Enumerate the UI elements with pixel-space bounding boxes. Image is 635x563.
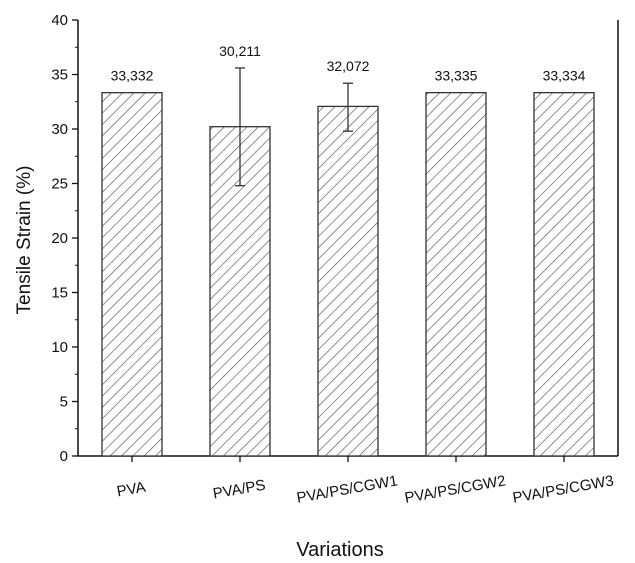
- x-tick-label: PVA: [116, 479, 147, 501]
- bar: [101, 92, 163, 457]
- bar: [209, 126, 271, 457]
- x-tick-label: PVA/PS: [212, 477, 267, 503]
- y-tick-label: 10: [51, 339, 68, 356]
- x-tick-label: PVA/PS/CGW3: [511, 472, 615, 506]
- y-tick-label: 40: [51, 12, 68, 29]
- x-axis-label: Variations: [296, 539, 383, 561]
- data-label: 33,332: [111, 68, 154, 84]
- y-tick-label: 5: [60, 394, 68, 411]
- y-tick-label: 30: [51, 121, 68, 138]
- y-axis-label: Tensile Strain (%): [14, 166, 35, 315]
- y-tick-label: 15: [51, 285, 68, 302]
- plot-area: 0 5 10 15 20 25 30 35 40 33,332 PVA 30,211 PVA/PS 32,…: [51, 12, 619, 507]
- data-label: 32,072: [327, 58, 370, 74]
- data-label: 33,334: [543, 68, 586, 84]
- x-tick-label: PVA/PS/CGW2: [403, 472, 507, 506]
- data-label: 30,211: [219, 43, 261, 59]
- bar: [533, 92, 595, 457]
- y-tick-label: 35: [51, 67, 68, 84]
- x-tick-label: PVA/PS/CGW1: [295, 472, 399, 506]
- y-tick-label: 0: [60, 448, 68, 465]
- y-tick-label: 20: [51, 230, 68, 247]
- bar: [425, 91, 487, 457]
- bar: [317, 105, 379, 457]
- data-label: 33,335: [435, 68, 478, 84]
- y-tick-label: 25: [51, 176, 68, 193]
